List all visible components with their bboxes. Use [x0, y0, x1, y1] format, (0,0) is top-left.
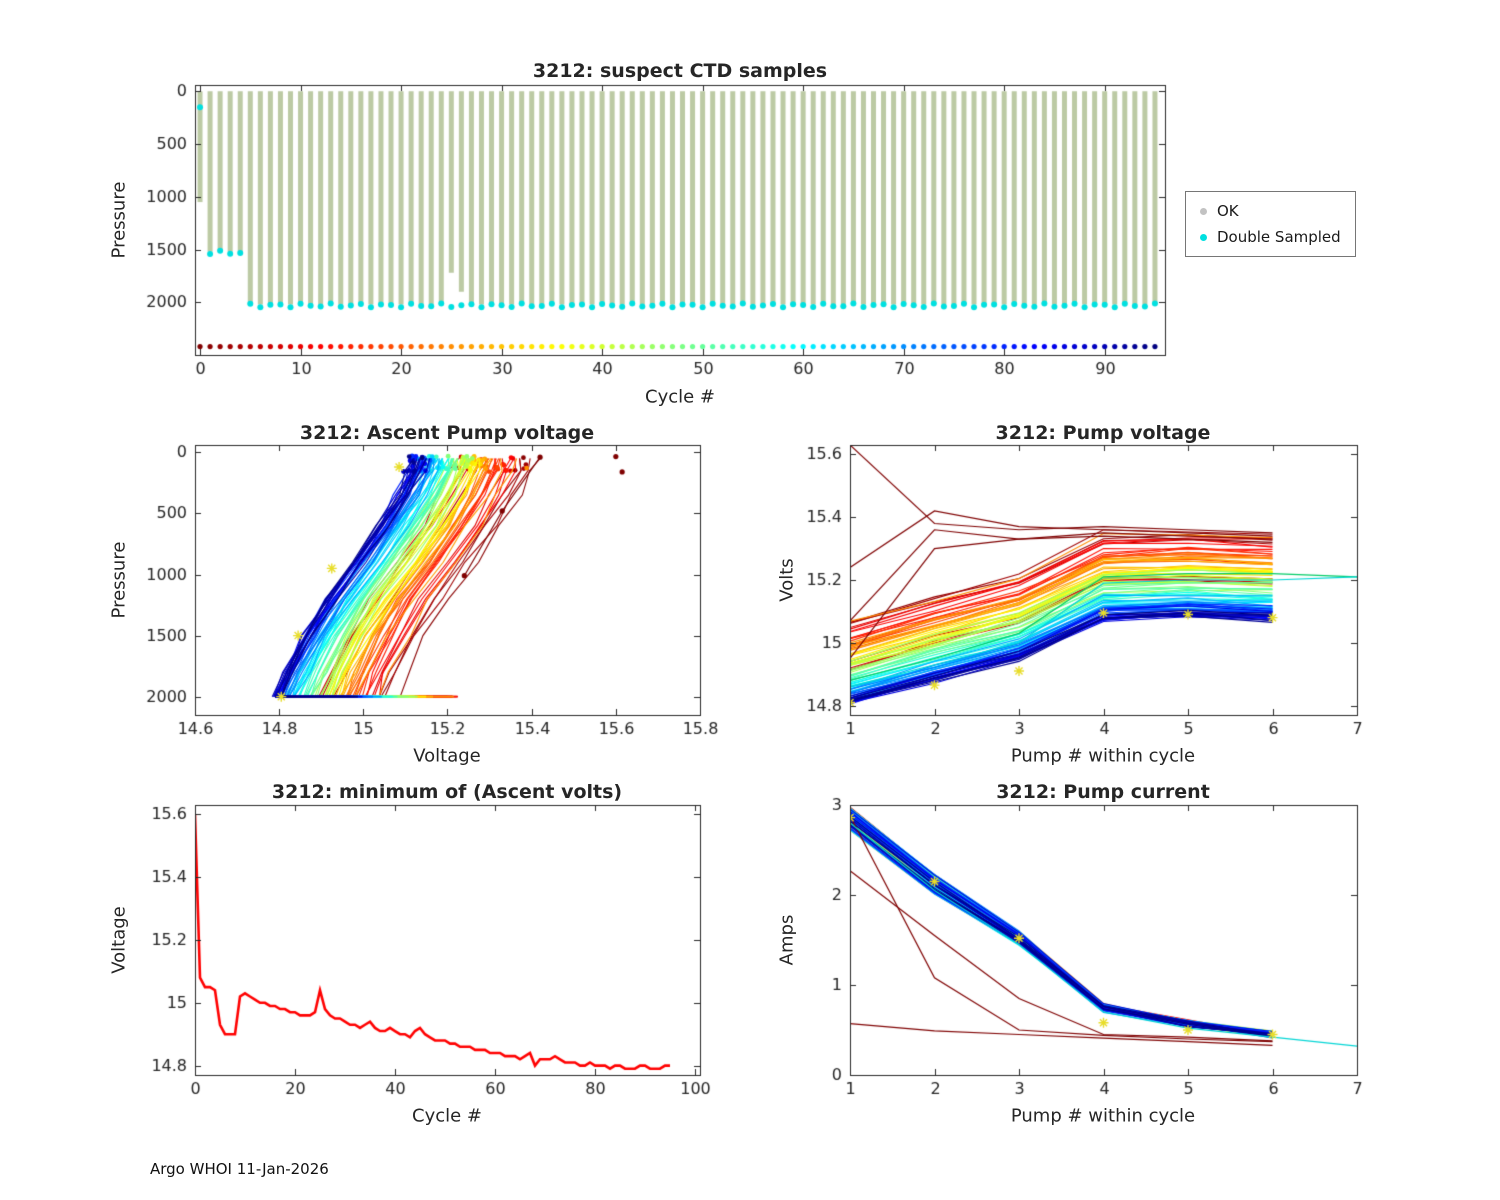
ascent-voltage-title: 3212: Ascent Pump voltage [299, 422, 595, 444]
ascent-xlabel: Voltage [413, 745, 481, 767]
pumpv-ylabel: Volts [776, 558, 798, 602]
legend-item-ok: OK [1200, 202, 1341, 220]
pump-voltage-title: 3212: Pump voltage [995, 422, 1211, 444]
ctd-legend: OK Double Sampled [1185, 191, 1356, 257]
ctd-xlabel: Cycle # [645, 386, 715, 408]
footer-text: Argo WHOI 11-Jan-2026 [150, 1160, 329, 1178]
ok-marker-icon [1200, 207, 1207, 215]
minv-ylabel: Voltage [108, 906, 130, 974]
pumpc-xlabel: Pump # within cycle [1010, 1105, 1196, 1127]
double-sampled-marker-icon [1200, 233, 1207, 241]
minv-xlabel: Cycle # [412, 1105, 482, 1127]
legend-item-double-sampled: Double Sampled [1200, 228, 1341, 246]
pumpv-xlabel: Pump # within cycle [1010, 745, 1196, 767]
ctd-plot-title: 3212: suspect CTD samples [532, 60, 828, 82]
ctd-ylabel: Pressure [108, 181, 130, 259]
ascent-ylabel: Pressure [108, 541, 130, 619]
pumpc-ylabel: Amps [776, 914, 798, 966]
pump-current-title: 3212: Pump current [996, 781, 1210, 803]
legend-double-sampled-label: Double Sampled [1217, 228, 1341, 246]
legend-ok-label: OK [1217, 202, 1239, 220]
min-ascent-volts-title: 3212: minimum of (Ascent volts) [271, 781, 623, 803]
